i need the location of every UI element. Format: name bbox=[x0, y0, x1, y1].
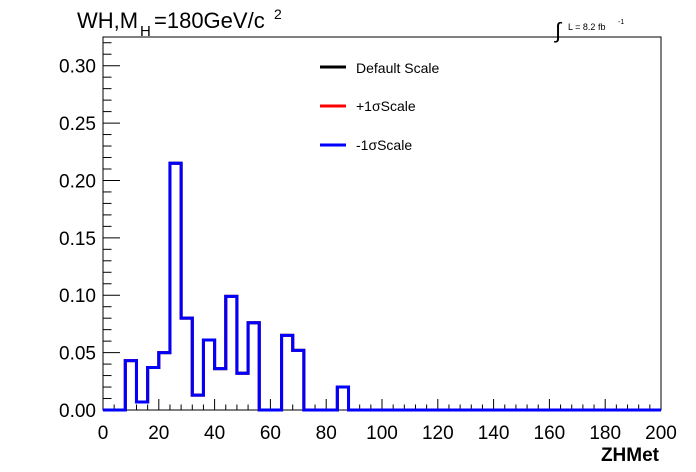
y-tick-label: 0.10 bbox=[59, 286, 96, 307]
legend: Default Scale +1σScale -1σScale bbox=[320, 60, 439, 153]
histogram-series bbox=[103, 161, 661, 412]
title-main: WH,M bbox=[77, 8, 138, 33]
title-superscript: 2 bbox=[274, 6, 282, 22]
legend-label-default: Default Scale bbox=[356, 60, 439, 76]
y-tick-label: 0.15 bbox=[59, 229, 96, 250]
chart-title: WH,M H =180GeV/c 2 bbox=[77, 6, 282, 40]
y-tick-label: 0.00 bbox=[59, 401, 96, 422]
x-tick-label: 40 bbox=[204, 423, 225, 444]
y-axis: 0.00 0.05 0.10 0.15 0.20 0.25 0.30 bbox=[59, 42, 120, 422]
y-tick-label: 0.05 bbox=[59, 344, 96, 365]
x-tick-label: 100 bbox=[366, 423, 398, 444]
plot-frame bbox=[102, 36, 662, 411]
luminosity-superscript: -1 bbox=[618, 19, 624, 26]
luminosity-label: ∫ L = 8.2 fb -1 bbox=[553, 18, 624, 43]
x-tick-label: 60 bbox=[260, 423, 281, 444]
y-tick-label: 0.30 bbox=[59, 57, 96, 78]
x-axis: 0 20 40 60 80 100 120 140 160 180 200 bbox=[98, 399, 677, 444]
x-tick-label: 20 bbox=[148, 423, 169, 444]
title-subscript: H bbox=[140, 23, 151, 40]
series-layer bbox=[103, 161, 661, 412]
x-tick-label: 80 bbox=[316, 423, 337, 444]
x-tick-label: 0 bbox=[98, 423, 109, 444]
luminosity-text: L = 8.2 fb bbox=[568, 22, 605, 32]
legend-label-minus: -1σScale bbox=[356, 137, 412, 153]
title-rest: =180GeV/c bbox=[154, 8, 265, 33]
y-tick-label: 0.25 bbox=[59, 114, 96, 135]
x-tick-label: 140 bbox=[478, 423, 510, 444]
x-tick-label: 160 bbox=[534, 423, 566, 444]
histogram-series bbox=[103, 161, 661, 412]
x-tick-label: 120 bbox=[422, 423, 454, 444]
histogram-series bbox=[103, 161, 661, 412]
x-tick-label: 180 bbox=[589, 423, 621, 444]
x-tick-label: 200 bbox=[645, 423, 677, 444]
x-axis-label: ZHMet bbox=[601, 445, 660, 466]
y-tick-label: 0.20 bbox=[59, 171, 96, 192]
legend-label-plus: +1σScale bbox=[356, 98, 416, 114]
integral-symbol: ∫ bbox=[553, 18, 563, 43]
